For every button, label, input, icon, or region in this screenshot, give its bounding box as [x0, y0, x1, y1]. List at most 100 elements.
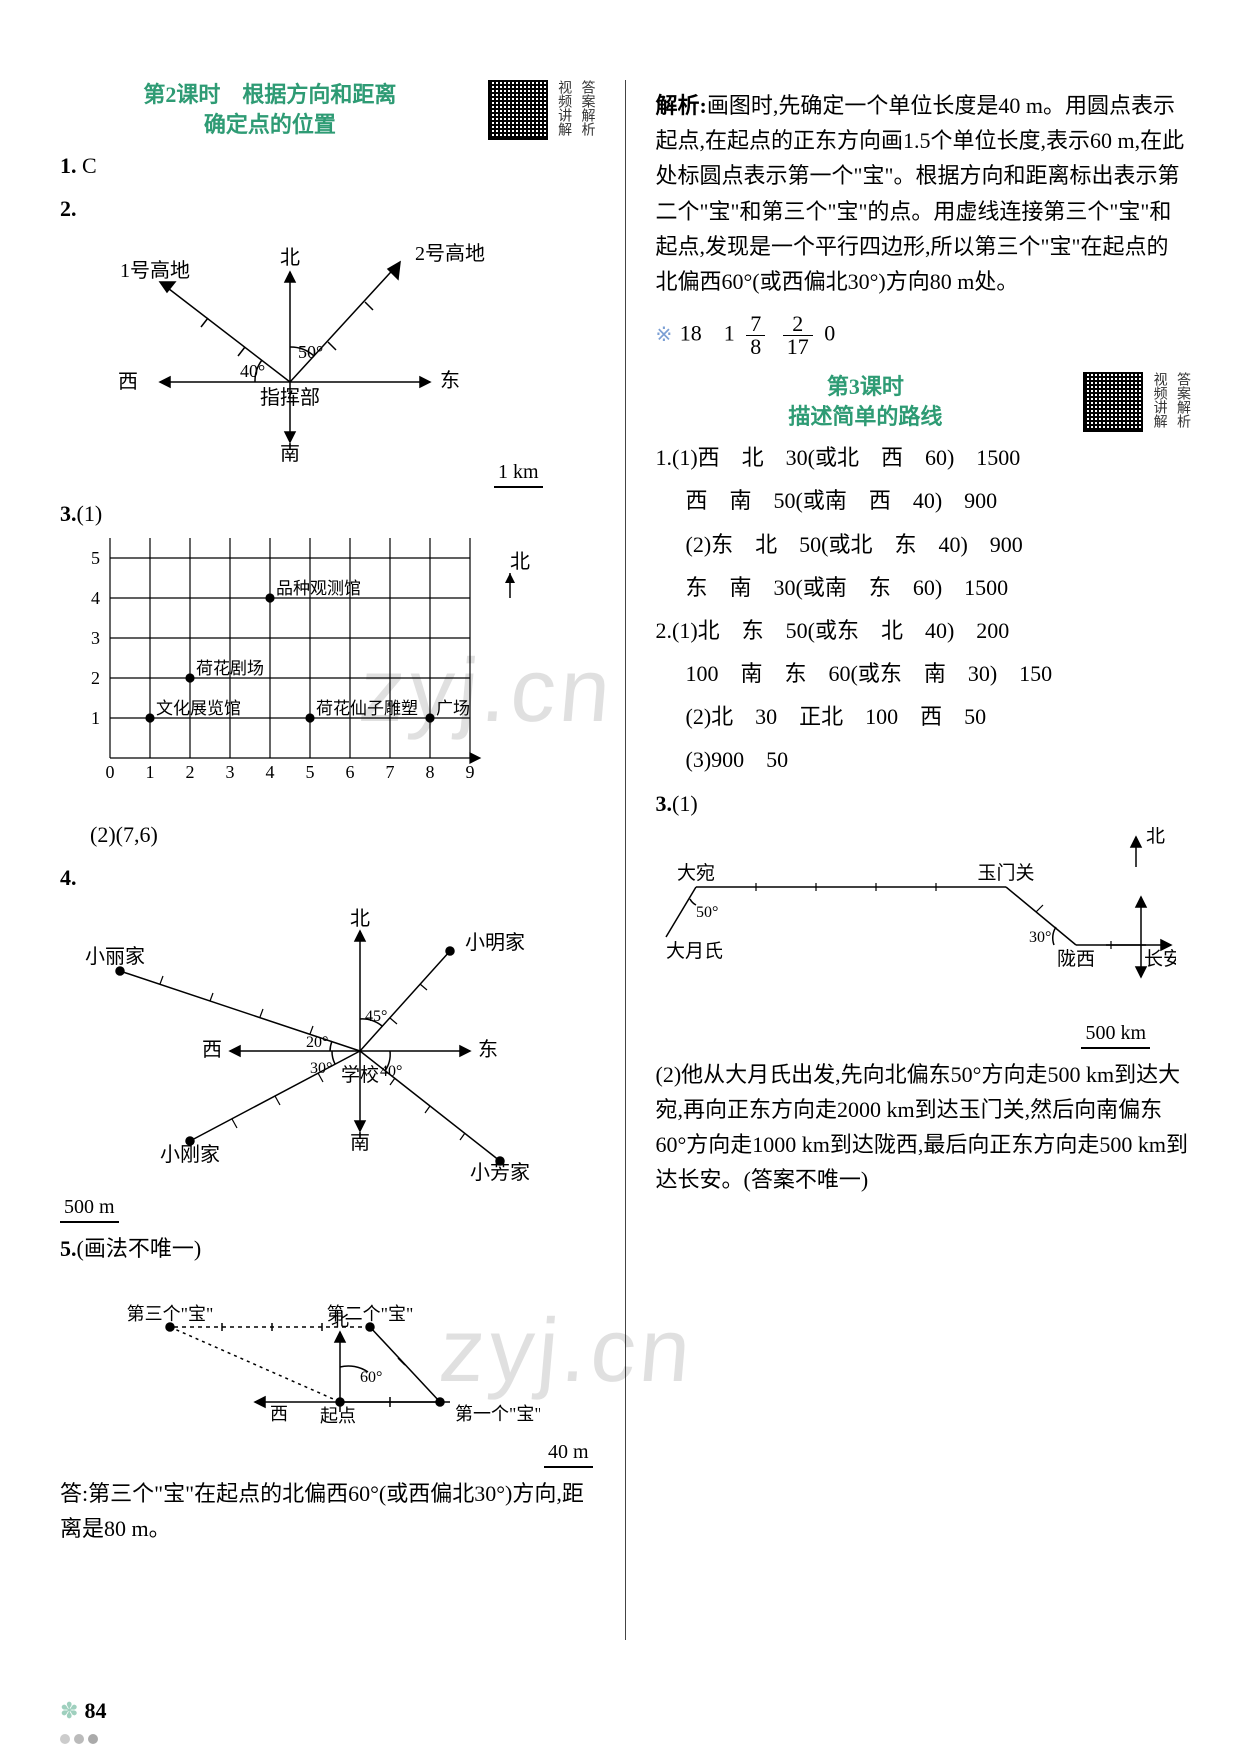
svg-text:8: 8 [426, 762, 435, 782]
svg-text:北: 北 [350, 907, 370, 930]
r-q1d: 东 南 30(或南 东 60) 1500 [686, 570, 1191, 605]
svg-text:第三个"宝": 第三个"宝" [127, 1304, 214, 1324]
extra-prefix: 18 1 [680, 321, 735, 346]
footer-dots [60, 1734, 98, 1744]
diagram-compass-1: 北 南 东 西 指挥部 1号高地 2号高地 40° 50° [60, 232, 490, 472]
svg-text:30°: 30° [310, 1060, 332, 1077]
svg-text:南: 南 [350, 1131, 370, 1154]
scale-40m: 40 m [544, 1441, 593, 1468]
analysis-label: 解析: [656, 93, 707, 118]
diagram-grid: 0123456789123456清源水榭品种观测馆荷花剧场文化展览馆荷花仙子雕塑… [60, 538, 540, 798]
left-column: 第2课时 根据方向和距离 确定点的位置 视频讲解 答案解析 1. C 2. [60, 80, 595, 1640]
q5-num: 5. [60, 1236, 77, 1261]
svg-text:品种观测馆: 品种观测馆 [276, 579, 361, 598]
fraction-1: 78 [746, 313, 765, 358]
svg-text:广场: 广场 [436, 699, 470, 718]
r-q2d: (3)900 50 [686, 742, 1191, 777]
svg-text:45°: 45° [365, 1008, 387, 1025]
svg-text:西: 西 [270, 1404, 288, 1424]
svg-text:60°: 60° [360, 1369, 382, 1386]
r-q1c: (2)东 北 50(或北 东 40) 900 [686, 527, 1191, 562]
extra-suffix: 0 [824, 321, 835, 346]
svg-text:30°: 30° [1029, 929, 1051, 946]
svg-text:5: 5 [306, 762, 315, 782]
svg-text:东: 东 [440, 369, 460, 392]
qr-label-3: 视频讲解 [1151, 372, 1166, 428]
r-q3-num: 3. [656, 791, 673, 816]
svg-text:3: 3 [91, 628, 100, 648]
q3-2: (2)(7,6) [90, 817, 595, 852]
svg-text:40°: 40° [240, 361, 265, 381]
q5-note: (画法不唯一) [77, 1236, 202, 1261]
lesson2-heading-1: 第2课时 根据方向和距离 [60, 80, 480, 110]
fraction-2: 217 [783, 313, 813, 358]
lesson3-heading-1: 第3课时 [656, 372, 1076, 402]
svg-text:20°: 20° [306, 1034, 328, 1051]
qr-label-4: 答案解析 [1175, 372, 1190, 428]
r-q3-1: (1) [672, 791, 698, 816]
qr-code-icon-2 [1083, 372, 1143, 432]
svg-text:荷花剧场: 荷花剧场 [196, 659, 264, 678]
svg-text:小芳家: 小芳家 [470, 1161, 530, 1181]
svg-text:6: 6 [346, 762, 355, 782]
svg-text:50°: 50° [298, 342, 323, 362]
q1-answer: C [82, 153, 97, 178]
diagram-route: 大宛 玉门关 大月氏 陇西 长安 50° 30° 北 [656, 827, 1176, 1007]
lesson3-heading-2: 描述简单的路线 [656, 402, 1076, 432]
svg-text:南: 南 [280, 442, 300, 465]
q2-num: 2. [60, 191, 595, 226]
svg-text:2: 2 [186, 762, 195, 782]
svg-text:小刚家: 小刚家 [160, 1143, 220, 1166]
column-divider [625, 80, 626, 1640]
flower-icon: ✽ [60, 1698, 78, 1724]
right-column: 解析:画图时,先确定一个单位长度是40 m。用圆点表示起点,在起点的正东方向画1… [656, 80, 1191, 1640]
svg-text:荷花仙子雕塑: 荷花仙子雕塑 [316, 699, 418, 718]
svg-text:1: 1 [91, 708, 100, 728]
svg-text:西: 西 [202, 1039, 222, 1061]
r-q2a: 2.(1)北 东 50(或东 北 40) 200 [656, 613, 1191, 648]
svg-text:0: 0 [106, 762, 115, 782]
q1-num: 1. [60, 153, 77, 178]
svg-text:第一个"宝": 第一个"宝" [455, 1404, 540, 1424]
svg-text:2: 2 [91, 668, 100, 688]
diagram-compass-2: 北 南 东 西 学校 小丽家 小明家 小刚家 小芳家 20° 30° 40° 4… [60, 901, 560, 1181]
svg-text:第二个"宝": 第二个"宝" [327, 1304, 414, 1324]
svg-text:长安: 长安 [1144, 948, 1176, 970]
svg-text:5: 5 [91, 548, 100, 568]
r-q3-2: (2)他从大月氏出发,先向北偏东50°方向走500 km到达大宛,再向正东方向走… [656, 1057, 1191, 1198]
r-q1a: 1.(1)西 北 30(或北 西 60) 1500 [656, 440, 1191, 475]
analysis-text: 画图时,先确定一个单位长度是40 m。用圆点表示起点,在起点的正东方向画1.5个… [656, 93, 1185, 294]
svg-text:东: 东 [478, 1038, 498, 1061]
svg-text:玉门关: 玉门关 [977, 862, 1034, 884]
q3-1-prefix: (1) [77, 501, 103, 526]
page-number: 84 [84, 1698, 106, 1724]
svg-text:9: 9 [466, 762, 475, 782]
q4-num: 4. [60, 860, 595, 895]
scale-500km: 500 km [1081, 1022, 1150, 1049]
q3-num: 3. [60, 501, 77, 526]
svg-text:7: 7 [386, 762, 395, 782]
svg-text:陇西: 陇西 [1056, 948, 1094, 970]
svg-text:1号高地: 1号高地 [120, 259, 190, 282]
qr-label-1: 视频讲解 [556, 80, 571, 136]
r-q2b: 100 南 东 60(或东 南 30) 150 [686, 656, 1191, 691]
svg-text:小丽家: 小丽家 [85, 945, 145, 968]
svg-text:指挥部: 指挥部 [260, 386, 320, 409]
diagram-treasure: 北 西 起点 第一个"宝" 第二个"宝" 第三个"宝" 60° [60, 1272, 540, 1452]
scale-500m: 500 m [60, 1196, 119, 1223]
svg-text:大宛: 大宛 [676, 862, 714, 884]
qr-label-2: 答案解析 [579, 80, 594, 136]
svg-text:1: 1 [146, 762, 155, 782]
r-q1b: 西 南 50(或南 西 40) 900 [686, 483, 1191, 518]
qr-code-icon [488, 80, 548, 140]
star-icon: ※ [656, 324, 673, 346]
svg-text:北: 北 [1146, 827, 1165, 847]
svg-text:大月氏: 大月氏 [666, 940, 723, 962]
svg-text:2号高地: 2号高地 [415, 242, 485, 265]
svg-text:50°: 50° [696, 904, 718, 921]
svg-text:3: 3 [226, 762, 235, 782]
q5-answer: 答:第三个"宝"在起点的北偏西60°(或西偏北30°)方向,距离是80 m。 [60, 1476, 595, 1546]
svg-text:文化展览馆: 文化展览馆 [156, 699, 241, 718]
page-number-wrap: ✽ 84 [60, 1698, 106, 1724]
scale-1km: 1 km [494, 461, 543, 488]
